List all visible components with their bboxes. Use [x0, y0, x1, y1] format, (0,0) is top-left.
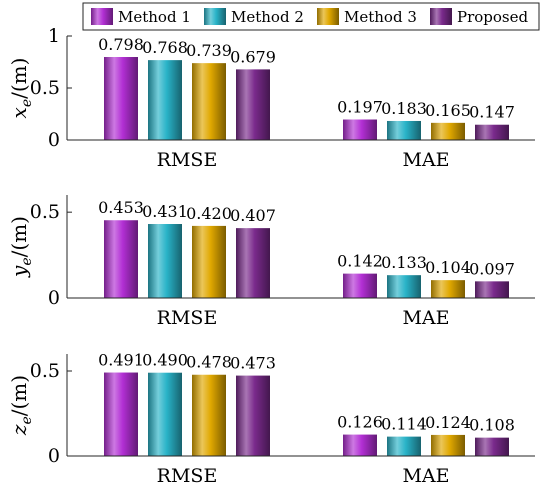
bar-z-rmse-method-1 [104, 372, 138, 456]
value-label: 0.473 [230, 354, 276, 373]
bar-x-rmse-method-3 [192, 63, 226, 141]
bar-x-rmse-proposed [236, 69, 270, 140]
bar-x-mae-method-3 [431, 122, 465, 140]
panel-x: 0.798 0.197 0.768 0.183 0.739 0.165 0.679 0.147… [7, 25, 535, 171]
legend-entry-label: Method 2 [231, 8, 304, 26]
value-label: 0.142 [337, 252, 383, 271]
legend-entry-label: Proposed [457, 8, 529, 26]
bar-z-rmse-method-3 [192, 374, 226, 456]
bar-y-mae-method-2 [387, 275, 421, 298]
legend-entry-label: Method 1 [118, 8, 191, 26]
bar-y-mae-proposed [475, 281, 509, 298]
bar-y-rmse-proposed [236, 228, 270, 298]
bar-x-mae-method-2 [387, 120, 421, 140]
value-label: 0.798 [98, 35, 144, 54]
value-label: 0.183 [381, 99, 427, 118]
y-tick-label: 0 [48, 129, 60, 151]
legend-swatch-method-2 [204, 8, 226, 25]
y-tick-label: 0.5 [30, 201, 60, 223]
value-label: 0.114 [381, 415, 427, 434]
bar-z-rmse-method-2 [148, 372, 182, 456]
value-label: 0.407 [230, 206, 276, 225]
legend-entry-label: Method 3 [344, 8, 417, 26]
x-tick-label-rmse: RMSE [157, 149, 218, 171]
panel-y: 0.453 0.142 0.431 0.133 0.420 0.104 0.407 0.097… [7, 195, 535, 329]
y-tick-label: 0.5 [30, 77, 60, 99]
bar-y-rmse-method-1 [104, 220, 138, 298]
value-label: 0.491 [98, 351, 144, 370]
y-axis-label: ye/(m) [7, 216, 35, 278]
x-tick-label-mae: MAE [402, 465, 449, 487]
bar-y-rmse-method-3 [192, 225, 226, 298]
value-label: 0.108 [469, 416, 515, 435]
value-label: 0.147 [469, 103, 515, 122]
bar-z-mae-method-3 [431, 434, 465, 456]
bar-x-rmse-method-1 [104, 57, 138, 141]
y-axis-label: ze/(m) [7, 375, 35, 436]
value-label: 0.490 [142, 351, 188, 370]
legend: Method 1 Method 2 Method 3 Proposed [82, 2, 540, 31]
bar-z-mae-proposed [475, 437, 509, 456]
legend-box [82, 2, 540, 31]
value-label: 0.739 [186, 41, 232, 60]
x-tick-label-mae: MAE [402, 307, 449, 329]
y-tick-label: 0.5 [30, 360, 60, 382]
value-label: 0.197 [337, 98, 383, 117]
value-label: 0.453 [98, 198, 144, 217]
bar-y-rmse-method-2 [148, 224, 182, 298]
y-tick-label: 1 [48, 25, 60, 47]
legend-swatch-proposed [430, 8, 452, 25]
chart-panels: 0.798 0.197 0.768 0.183 0.739 0.165 0.679 0.147… [7, 25, 535, 487]
y-axis-label: xe/(m) [7, 58, 35, 119]
bar-y-mae-method-3 [431, 280, 465, 298]
bar-z-mae-method-1 [343, 434, 377, 456]
value-label: 0.679 [230, 47, 276, 66]
panel-z: 0.491 0.126 0.490 0.114 0.478 0.124 0.473 0.108… [7, 351, 535, 487]
legend-swatch-method-3 [317, 8, 339, 25]
value-label: 0.768 [142, 38, 188, 57]
y-tick-label: 0 [48, 287, 60, 309]
value-label: 0.420 [186, 204, 232, 223]
value-label: 0.097 [469, 259, 515, 278]
y-tick-label: 0 [48, 445, 60, 467]
bar-x-mae-method-1 [343, 119, 377, 140]
bar-z-rmse-proposed [236, 375, 270, 456]
value-label: 0.133 [381, 253, 427, 272]
legend-swatch-method-1 [91, 8, 113, 25]
value-label: 0.126 [337, 413, 383, 432]
value-label: 0.478 [186, 353, 232, 372]
value-label: 0.431 [142, 202, 188, 221]
x-tick-label-rmse: RMSE [157, 307, 218, 329]
x-tick-label-rmse: RMSE [157, 465, 218, 487]
bar-x-rmse-method-2 [148, 60, 182, 140]
value-label: 0.165 [425, 101, 471, 120]
bar-z-mae-method-2 [387, 436, 421, 456]
value-label: 0.124 [425, 413, 471, 432]
x-tick-label-mae: MAE [402, 149, 449, 171]
bar-x-mae-proposed [475, 124, 509, 140]
bar-y-mae-method-1 [343, 273, 377, 298]
value-label: 0.104 [425, 258, 471, 277]
